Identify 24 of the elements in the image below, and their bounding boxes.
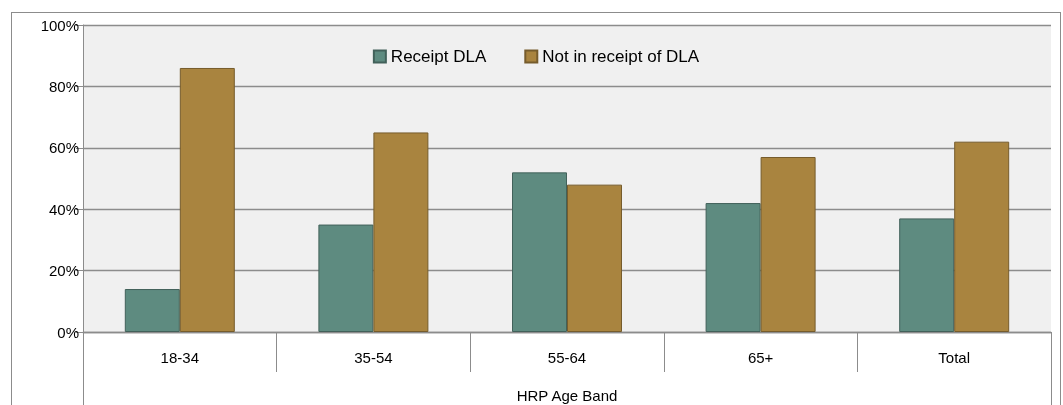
x-tick-label: 18-34	[160, 349, 199, 366]
bar	[760, 157, 816, 332]
legend-label: Not in receipt of DLA	[542, 47, 700, 66]
y-tick-label: 40%	[48, 200, 79, 218]
bar	[318, 224, 374, 332]
y-tick-label: 0%	[57, 323, 79, 341]
bar	[179, 67, 235, 332]
bar	[899, 218, 955, 332]
bar	[124, 289, 180, 332]
x-tick-label: 65+	[747, 349, 774, 366]
x-tick-label: Total	[938, 349, 971, 366]
x-tick-label: 55-64	[547, 349, 587, 366]
bar	[373, 132, 429, 332]
x-tick-label: 35-54	[354, 349, 393, 366]
bar	[567, 184, 622, 332]
y-tick-label: 60%	[48, 139, 79, 157]
y-tick-label: 100%	[40, 16, 79, 34]
legend-label: Receipt DLA	[390, 47, 487, 66]
y-tick-label: 80%	[48, 77, 79, 95]
bar	[512, 172, 567, 332]
x-axis-title: HRP Age Band	[516, 387, 618, 404]
bar	[705, 203, 761, 332]
bar	[954, 141, 1010, 332]
y-tick-label: 20%	[48, 262, 79, 280]
